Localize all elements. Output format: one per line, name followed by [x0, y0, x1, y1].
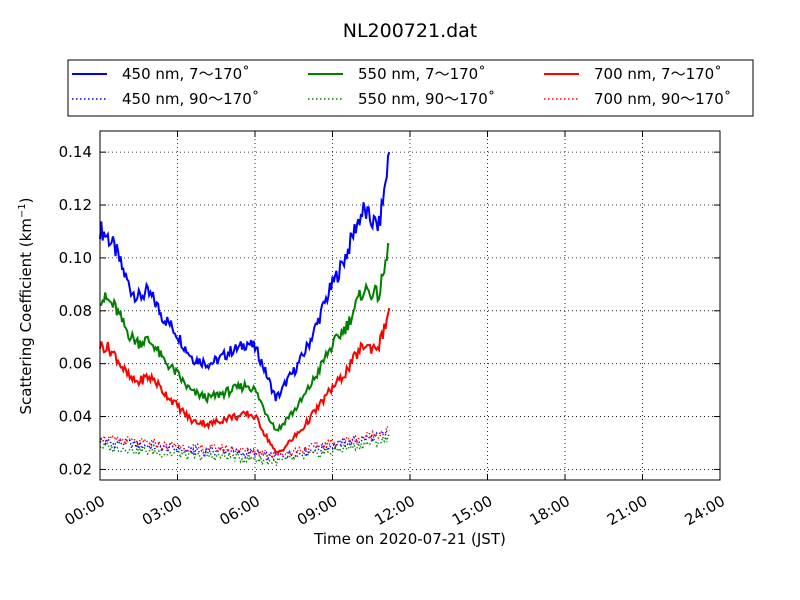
series-line-1 — [99, 429, 390, 461]
series-line-4 — [99, 307, 391, 455]
y-tick-label: 0.02 — [59, 460, 92, 478]
y-axis-label: Scattering Coefficient (km−1) — [17, 197, 35, 414]
legend-label: 700 nm, 90～170˚ — [594, 90, 731, 108]
y-tick-label: 0.14 — [59, 143, 92, 161]
legend-label: 450 nm, 90～170˚ — [122, 90, 259, 108]
y-tick-label: 0.12 — [59, 196, 92, 214]
y-tick-label: 0.10 — [59, 249, 92, 267]
y-axis-label-exponent: −1 — [17, 203, 28, 218]
legend-box — [67, 59, 754, 117]
legend-label: 700 nm, 7～170˚ — [594, 65, 722, 83]
y-tick-label: 0.06 — [59, 355, 92, 373]
y-tick-label: 0.04 — [59, 408, 92, 426]
y-axis-label-main: Scattering Coefficient (km — [17, 218, 35, 414]
series-line-0 — [99, 151, 391, 402]
series-line-5 — [99, 425, 390, 459]
y-axis-label-close: ) — [17, 197, 35, 203]
series-line-3 — [99, 434, 390, 468]
legend-label: 550 nm, 7～170˚ — [358, 65, 486, 83]
chart-title: NL200721.dat — [343, 20, 478, 42]
legend-label: 450 nm, 7～170˚ — [122, 65, 250, 83]
series-line-2 — [99, 242, 390, 432]
y-tick-label: 0.08 — [59, 302, 92, 320]
legend: 450 nm, 7～170˚ 450 nm, 90～170˚ 550 nm, 7～1… — [67, 59, 754, 117]
grid — [99, 131, 721, 480]
series-layer — [99, 151, 391, 468]
x-axis-label: Time on 2020-07-21 (JST) — [313, 530, 506, 548]
legend-label: 550 nm, 90～170˚ — [358, 90, 495, 108]
